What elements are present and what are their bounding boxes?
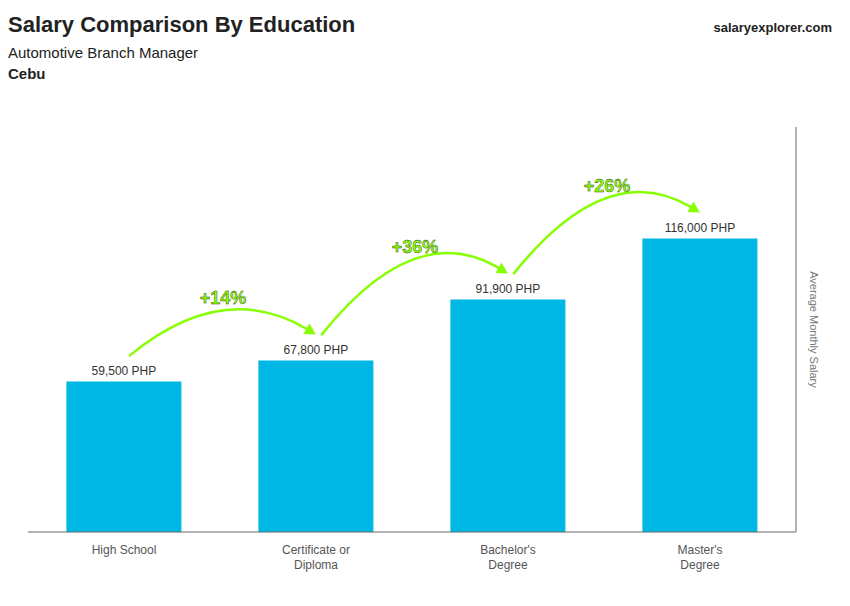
html-text:salaryexplorer.com: salaryexplorer.com — [713, 20, 832, 35]
svg-text:Certificate orDiploma: Certificate orDiploma — [282, 543, 350, 572]
svg-text:67,800 PHP: 67,800 PHP — [284, 343, 349, 357]
svg-text:59,500 PHP: 59,500 PHP — [92, 364, 157, 378]
svg-text:116,000 PHP: 116,000 PHP — [665, 221, 736, 235]
svg-text:Bachelor'sDegree: Bachelor'sDegree — [480, 543, 536, 572]
svg-text:91,900 PHP: 91,900 PHP — [476, 282, 541, 296]
svg-text:+36%: +36% — [392, 237, 439, 257]
svg-text:High School: High School — [92, 543, 157, 557]
svg-text:Average Monthly Salary: Average Monthly Salary — [808, 271, 820, 388]
html-text:Salary Comparison By Education: Salary Comparison By Education — [8, 12, 356, 37]
svg-text:+26%: +26% — [584, 176, 631, 196]
html-text:Automotive Branch Manager: Automotive Branch Manager — [8, 44, 199, 61]
html-text:Cebu: Cebu — [8, 65, 46, 82]
svg-text:+14%: +14% — [200, 288, 247, 308]
svg-text:Master'sDegree: Master'sDegree — [678, 543, 723, 572]
